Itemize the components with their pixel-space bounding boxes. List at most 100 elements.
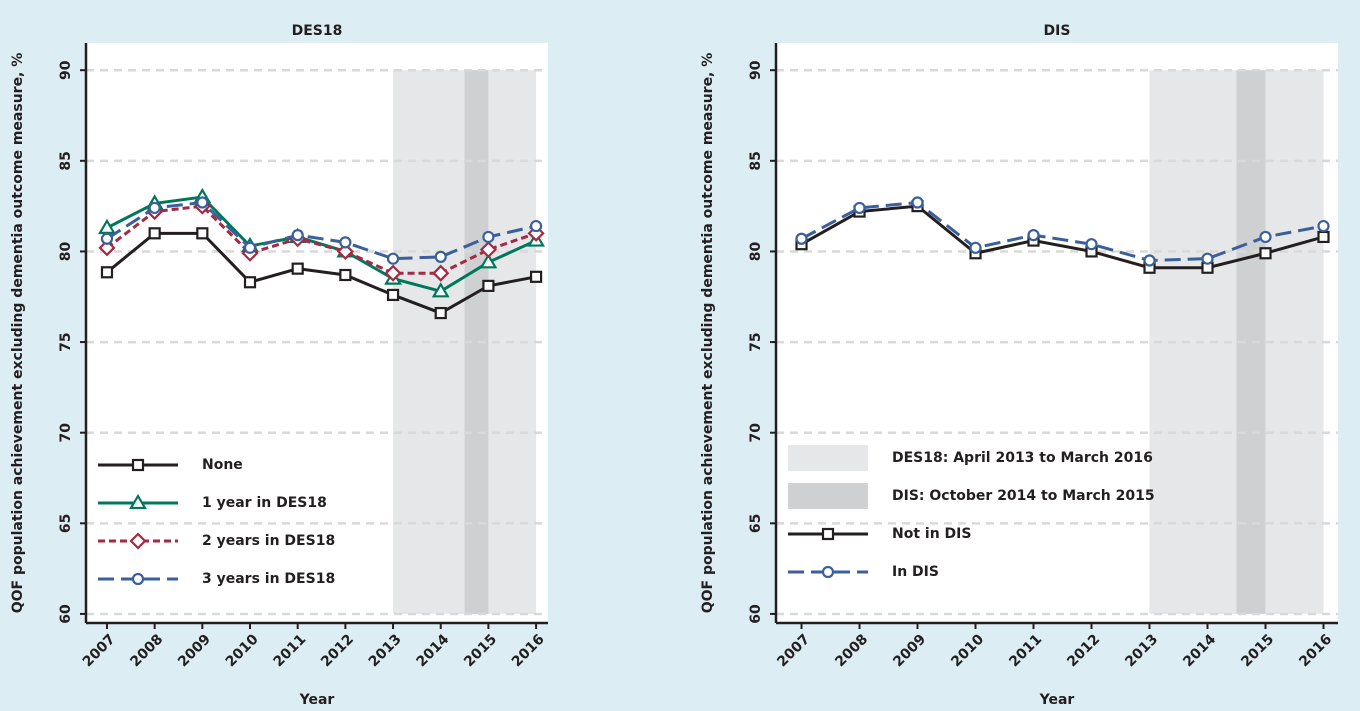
chart-title: DES18: [292, 23, 343, 39]
marker: [1027, 229, 1040, 242]
y-tick-label: 75: [58, 332, 74, 351]
legend-label: 3 years in DES18: [202, 571, 335, 587]
marker: [339, 236, 352, 249]
y-tick-label: 70: [748, 423, 764, 443]
legend-label: In DIS: [892, 564, 939, 580]
y-tick-label: 70: [58, 423, 74, 443]
marker: [795, 232, 808, 245]
legend-label: 1 year in DES18: [202, 495, 327, 511]
marker: [384, 264, 402, 282]
marker: [432, 264, 450, 282]
legend-label: Not in DIS: [892, 526, 971, 542]
y-tick-label: 75: [748, 332, 764, 351]
marker: [100, 232, 114, 245]
marker: [969, 241, 982, 254]
y-tick-label: 80: [748, 241, 764, 261]
marker: [148, 201, 161, 215]
marker: [1259, 247, 1272, 260]
series-line: [106, 200, 537, 261]
y-tick-label: 90: [748, 60, 764, 80]
marker: [479, 253, 498, 269]
chart-title: DIS: [1044, 23, 1071, 39]
x-axis-title: Year: [1039, 692, 1075, 708]
x-tick-label: 2014: [1180, 631, 1219, 670]
marker: [336, 242, 354, 260]
marker: [479, 241, 497, 259]
x-tick-label: 2011: [1006, 631, 1045, 670]
marker: [129, 532, 147, 550]
marker: [339, 268, 352, 282]
y-tick-label: 60: [58, 604, 74, 624]
x-tick-label: 2016: [509, 631, 548, 670]
x-tick-label: 2007: [80, 631, 119, 670]
marker: [196, 196, 209, 209]
x-tick-label: 2009: [175, 631, 214, 670]
marker: [196, 227, 209, 240]
marker: [100, 266, 114, 279]
series-line: [800, 204, 1324, 270]
marker: [129, 493, 147, 510]
marker: [291, 229, 304, 242]
x-tick-label: 2008: [127, 631, 166, 670]
y-tick-label: 60: [748, 604, 764, 624]
series-line: [106, 195, 537, 293]
marker: [434, 250, 447, 263]
marker: [291, 262, 304, 275]
marker: [853, 201, 866, 215]
marker: [1085, 238, 1098, 251]
y-axis-title: QOF population achievement excluding dem…: [10, 53, 26, 614]
y-tick-label: 90: [58, 60, 74, 80]
y-tick-label: 85: [748, 151, 764, 170]
series-line: [800, 200, 1324, 263]
y-tick-label: 85: [58, 151, 74, 170]
legend-swatch: [788, 445, 868, 471]
y-axis-title: QOF population achievement excluding dem…: [700, 53, 716, 614]
x-tick-label: 2010: [223, 631, 262, 670]
y-tick-label: 65: [58, 514, 74, 533]
x-tick-label: 2010: [948, 631, 987, 670]
series-line: [106, 204, 537, 275]
x-axis-title: Year: [299, 692, 335, 708]
marker: [1259, 230, 1272, 244]
marker: [1317, 219, 1330, 233]
legend-label: 2 years in DES18: [202, 533, 335, 549]
x-tick-label: 2012: [318, 631, 357, 670]
marker: [431, 282, 450, 298]
marker: [243, 276, 257, 289]
x-tick-label: 2009: [890, 631, 929, 670]
x-tick-label: 2007: [774, 631, 813, 670]
legend-swatch: [788, 483, 868, 509]
x-tick-label: 2013: [1122, 631, 1161, 670]
marker: [386, 288, 400, 302]
series-line: [106, 231, 537, 315]
x-tick-label: 2013: [366, 631, 405, 670]
marker: [911, 196, 924, 209]
marker: [821, 527, 835, 541]
x-tick-label: 2015: [1238, 631, 1277, 670]
x-tick-label: 2008: [832, 631, 871, 670]
legend-label: DIS: October 2014 to March 2015: [892, 488, 1155, 504]
marker: [482, 279, 495, 292]
marker: [529, 219, 543, 233]
x-tick-label: 2011: [270, 631, 309, 670]
marker: [1317, 230, 1330, 244]
marker: [131, 572, 145, 586]
marker: [98, 239, 116, 257]
marker: [529, 270, 543, 283]
marker: [148, 227, 161, 240]
x-tick-label: 2016: [1296, 631, 1335, 670]
marker: [386, 252, 400, 265]
marker: [482, 230, 495, 244]
legend-label: DES18: April 2013 to March 2016: [892, 450, 1153, 466]
shaded-band: [464, 70, 489, 614]
marker: [821, 565, 835, 579]
marker: [131, 458, 145, 472]
y-tick-label: 80: [58, 241, 74, 261]
x-tick-label: 2012: [1064, 631, 1103, 670]
x-tick-label: 2015: [461, 631, 500, 670]
legend-label: None: [202, 457, 243, 473]
y-tick-label: 65: [748, 514, 764, 533]
marker: [1143, 254, 1156, 267]
marker: [1201, 252, 1214, 265]
